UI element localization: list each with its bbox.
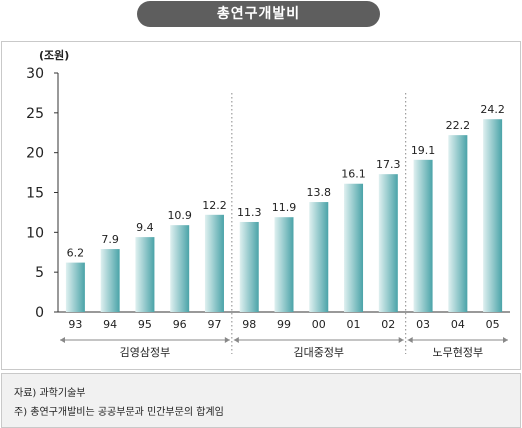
notes-panel: 자료) 과학기술부 주) 총연구개발비는 공공부문과 민간부문의 합계임 xyxy=(1,373,521,428)
x-tick-label: 99 xyxy=(277,318,291,331)
bar xyxy=(65,262,85,312)
y-tick-label: 5 xyxy=(35,265,44,281)
group-label: 노무현정부 xyxy=(433,346,484,359)
group-label: 김대중정부 xyxy=(293,346,344,359)
bar-value-label: 17.3 xyxy=(376,158,401,171)
x-tick-label: 98 xyxy=(242,318,256,331)
group-span-arrowhead xyxy=(503,337,508,343)
bar-value-label: 10.9 xyxy=(167,209,192,222)
bar xyxy=(448,135,468,312)
bar-value-label: 11.9 xyxy=(272,201,297,214)
y-tick-label: 30 xyxy=(26,66,44,82)
bar-value-label: 11.3 xyxy=(237,206,262,219)
bar xyxy=(204,214,224,312)
x-tick-label: 94 xyxy=(103,318,117,331)
y-tick-label: 10 xyxy=(26,225,44,241)
bar xyxy=(344,183,364,312)
bar xyxy=(135,237,155,312)
footnote: 주) 총연구개발비는 공공부문과 민간부문의 합계임 xyxy=(14,407,224,418)
bar-value-label: 24.2 xyxy=(480,103,505,116)
bar xyxy=(239,221,259,312)
chart-area: (조원) 0 5 10 15 20 25 30 6.2 93 7.9 94 9.4 95 10.9 96 1… xyxy=(1,41,521,370)
chart-title: 총연구개발비 xyxy=(137,1,380,27)
source-note: 자료) 과학기술부 xyxy=(14,388,86,399)
x-tick-label: 03 xyxy=(416,318,430,331)
group-span-arrowhead xyxy=(60,337,65,343)
unit-label: (조원) xyxy=(39,48,69,62)
bar-value-label: 16.1 xyxy=(341,168,366,181)
group-label: 김영삼정부 xyxy=(120,346,171,359)
bar xyxy=(413,159,433,312)
group-span-arrowhead xyxy=(398,337,404,343)
y-tick-label: 0 xyxy=(35,305,44,321)
bar-value-label: 12.2 xyxy=(202,199,227,212)
bar xyxy=(100,249,120,312)
x-tick-label: 00 xyxy=(312,318,326,331)
x-tick-label: 02 xyxy=(381,318,395,331)
group-span-arrowhead xyxy=(407,337,413,343)
bar xyxy=(309,202,329,312)
bar xyxy=(274,217,294,312)
x-tick-label: 01 xyxy=(347,318,361,331)
bar-value-label: 19.1 xyxy=(411,144,436,157)
x-tick-label: 97 xyxy=(207,318,221,331)
x-tick-label: 95 xyxy=(138,318,152,331)
bar-value-label: 9.4 xyxy=(136,221,154,234)
x-tick-label: 96 xyxy=(173,318,187,331)
y-tick-label: 25 xyxy=(26,106,44,122)
bar xyxy=(378,174,398,312)
x-tick-label: 93 xyxy=(68,318,82,331)
y-tick-label: 20 xyxy=(26,146,44,162)
bar-value-label: 7.9 xyxy=(101,233,119,246)
x-tick-label: 05 xyxy=(486,318,500,331)
bar xyxy=(170,225,190,312)
bar-value-label: 22.2 xyxy=(446,119,471,132)
bar xyxy=(483,119,503,312)
x-tick-label: 04 xyxy=(451,318,465,331)
y-tick-label: 15 xyxy=(26,186,44,202)
bar-value-label: 13.8 xyxy=(307,186,332,199)
group-span-arrowhead xyxy=(224,337,230,343)
group-span-arrowhead xyxy=(233,337,239,343)
bar-value-label: 6.2 xyxy=(67,247,85,260)
